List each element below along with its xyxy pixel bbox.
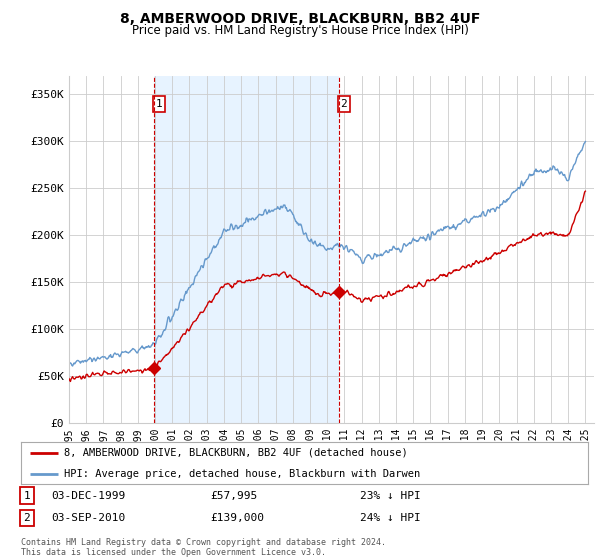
- Text: 8, AMBERWOOD DRIVE, BLACKBURN, BB2 4UF: 8, AMBERWOOD DRIVE, BLACKBURN, BB2 4UF: [120, 12, 480, 26]
- Text: 1: 1: [155, 99, 162, 109]
- Bar: [154, 76, 338, 423]
- Text: £139,000: £139,000: [210, 513, 264, 523]
- Text: 1: 1: [23, 491, 31, 501]
- Text: 03-SEP-2010: 03-SEP-2010: [51, 513, 125, 523]
- Text: 03-DEC-1999: 03-DEC-1999: [51, 491, 125, 501]
- Text: 24% ↓ HPI: 24% ↓ HPI: [360, 513, 421, 523]
- Text: 2: 2: [340, 99, 347, 109]
- Text: Price paid vs. HM Land Registry's House Price Index (HPI): Price paid vs. HM Land Registry's House …: [131, 24, 469, 36]
- Text: £57,995: £57,995: [210, 491, 257, 501]
- Text: 8, AMBERWOOD DRIVE, BLACKBURN, BB2 4UF (detached house): 8, AMBERWOOD DRIVE, BLACKBURN, BB2 4UF (…: [64, 448, 407, 458]
- Text: HPI: Average price, detached house, Blackburn with Darwen: HPI: Average price, detached house, Blac…: [64, 469, 420, 479]
- Text: 2: 2: [23, 513, 31, 523]
- Text: Contains HM Land Registry data © Crown copyright and database right 2024.
This d: Contains HM Land Registry data © Crown c…: [21, 538, 386, 557]
- Text: 23% ↓ HPI: 23% ↓ HPI: [360, 491, 421, 501]
